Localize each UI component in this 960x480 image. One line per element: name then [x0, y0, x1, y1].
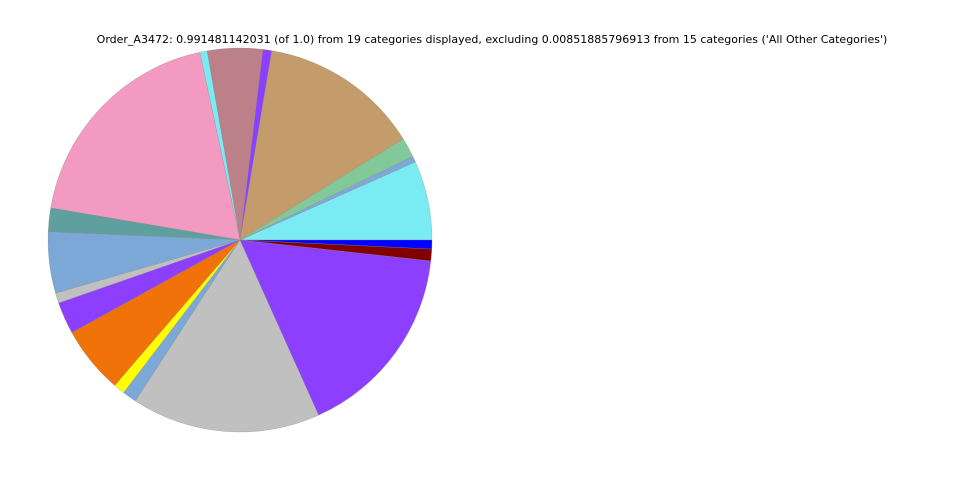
chart-title: Order_A3472: 0.991481142031 (of 1.0) fro…: [96, 33, 888, 46]
pie-slice-8: [50, 52, 241, 241]
pie-slice-4: [239, 50, 404, 241]
pie-slice-17: [239, 239, 432, 416]
pie-slice-16: [135, 239, 319, 433]
pie-slice-19: [239, 239, 433, 250]
